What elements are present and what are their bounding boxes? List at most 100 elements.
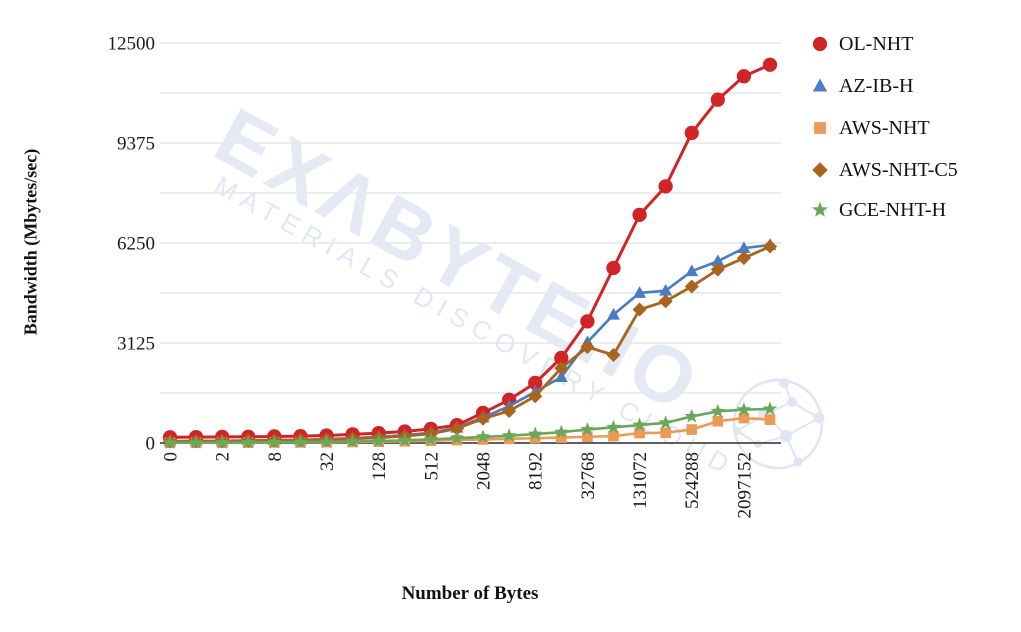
circle-marker (554, 350, 569, 366)
star-marker (501, 428, 517, 442)
x-tick-label: 2048 (474, 452, 495, 490)
diamond-marker (710, 262, 725, 277)
x-tick-label: 2097152 (734, 452, 755, 519)
legend-label: AWS-NHT-C5 (839, 158, 958, 181)
legend-item-AWS-NHT: AWS-NHT (810, 115, 930, 141)
legend-label: AZ-IB-H (839, 74, 914, 97)
legend-item-AZ-IB-H: AZ-IB-H (810, 73, 913, 99)
x-tick-label: 8192 (526, 452, 547, 490)
x-tick-label: 32768 (578, 452, 599, 500)
x-tick-label: 0 (161, 452, 182, 462)
triangle-marker (737, 241, 751, 254)
diamond-marker (476, 411, 491, 426)
star-marker (449, 430, 465, 445)
star-marker (267, 434, 282, 449)
diamond-marker (502, 403, 517, 419)
star-marker (684, 408, 699, 423)
star-marker (736, 402, 752, 416)
square-marker (582, 431, 593, 443)
star-marker (188, 435, 204, 449)
y-tick-label: 6250 (117, 234, 155, 255)
legend-label: AWS-NHT (839, 116, 930, 139)
circle-marker (710, 92, 725, 107)
triangle-marker (812, 78, 828, 92)
star-marker (554, 424, 569, 439)
triangle-marker (554, 370, 568, 383)
x-tick-label: 2 (213, 452, 234, 462)
diamond-marker (658, 294, 673, 309)
square-marker (503, 433, 515, 445)
square-marker (634, 427, 645, 439)
circle-marker (658, 179, 673, 194)
legend-item-OL-NHT: OL-NHT (810, 31, 913, 57)
star-marker (475, 429, 491, 444)
diamond-marker (812, 162, 828, 178)
star-marker (293, 434, 308, 449)
star-marker (162, 435, 178, 449)
triangle-marker (633, 286, 647, 298)
x-tick-label: 8 (265, 452, 286, 462)
x-tick-label: 524288 (682, 452, 703, 509)
square-marker (738, 412, 750, 424)
diamond-icon (812, 162, 828, 178)
square-marker (712, 415, 724, 427)
circle-marker (632, 207, 647, 222)
legend-item-GCE-NHT-H: GCE-NHT-H (810, 197, 946, 223)
star-marker (241, 434, 256, 449)
square-marker (660, 427, 671, 439)
star-marker (632, 417, 647, 432)
x-tick-label: 512 (421, 452, 442, 481)
watermark-globe-icon (732, 378, 825, 470)
star-marker (423, 431, 439, 446)
triangle-marker (711, 254, 725, 267)
diamond-marker (684, 279, 699, 294)
legend-item-AWS-NHT-C5: AWS-NHT-C5 (810, 157, 958, 183)
x-tick-label: 131072 (630, 452, 651, 509)
diamond-marker (449, 421, 464, 436)
circle-marker (762, 57, 778, 72)
square-marker (686, 424, 698, 435)
star-marker (527, 426, 543, 441)
circle-marker (580, 314, 595, 329)
triangle-marker (685, 264, 699, 277)
legend-label: GCE-NHT-H (839, 198, 947, 221)
circle-marker (684, 125, 699, 141)
star-marker (606, 419, 621, 434)
square-marker (555, 432, 567, 443)
star-marker (658, 415, 673, 429)
series-line-AZ-IB-H (169, 243, 771, 443)
diamond-marker (736, 251, 751, 266)
series-line-AWS-NHT-C5 (169, 245, 771, 443)
star-marker (397, 432, 413, 447)
x-tick-label: 128 (369, 452, 390, 481)
y-tick-label: 3125 (117, 334, 155, 355)
diamond-marker (632, 302, 647, 317)
x-axis-title: Number of Bytes (401, 583, 539, 604)
y-tick-label: 9375 (117, 134, 155, 155)
series-line-OL-NHT (169, 63, 771, 439)
star-marker (319, 434, 334, 449)
diamond-marker (606, 347, 621, 363)
diamond-marker (762, 239, 778, 254)
star-icon (812, 201, 828, 217)
y-tick-label: 12500 (108, 34, 156, 55)
circle-icon (812, 36, 828, 52)
square-marker (814, 122, 826, 134)
star-marker (710, 403, 726, 418)
circle-marker (812, 36, 828, 52)
circle-marker (528, 375, 543, 390)
diamond-marker (554, 361, 569, 376)
square-marker (608, 430, 619, 442)
star-marker (762, 401, 778, 416)
diamond-marker (528, 389, 543, 404)
star-marker (345, 433, 360, 448)
star-marker (371, 433, 386, 448)
square-marker (529, 432, 541, 444)
triangle-marker (659, 283, 673, 296)
star-marker (812, 201, 828, 217)
legend-label: OL-NHT (839, 32, 914, 55)
y-tick-label: 0 (146, 434, 156, 455)
